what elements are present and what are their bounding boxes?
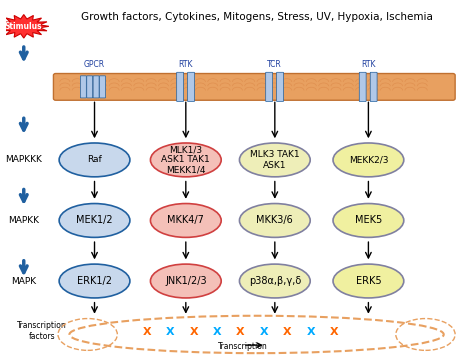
FancyBboxPatch shape <box>54 74 455 100</box>
Polygon shape <box>0 15 49 38</box>
Ellipse shape <box>59 264 130 298</box>
Text: X: X <box>307 327 315 337</box>
Text: p38α,β,γ,δ: p38α,β,γ,δ <box>249 276 301 286</box>
Ellipse shape <box>239 143 310 177</box>
Text: MEK5: MEK5 <box>355 215 382 225</box>
Ellipse shape <box>333 264 404 298</box>
FancyBboxPatch shape <box>266 72 273 102</box>
Ellipse shape <box>150 204 221 237</box>
FancyBboxPatch shape <box>100 76 106 98</box>
Text: Transcription: Transcription <box>218 342 268 351</box>
Text: ERK1/2: ERK1/2 <box>77 276 112 286</box>
Text: Growth factors, Cytokines, Mitogens, Stress, UV, Hypoxia, Ischemia: Growth factors, Cytokines, Mitogens, Str… <box>81 12 432 22</box>
FancyBboxPatch shape <box>277 72 283 102</box>
Text: X: X <box>283 327 292 337</box>
Text: MAPK: MAPK <box>11 276 36 285</box>
Ellipse shape <box>239 204 310 237</box>
Text: X: X <box>330 327 338 337</box>
Ellipse shape <box>239 264 310 298</box>
FancyBboxPatch shape <box>177 72 183 102</box>
Ellipse shape <box>59 143 130 177</box>
Text: Transcription
factors: Transcription factors <box>17 321 67 341</box>
FancyBboxPatch shape <box>93 76 99 98</box>
Text: X: X <box>166 327 175 337</box>
Text: MEK1/2: MEK1/2 <box>76 215 113 225</box>
Ellipse shape <box>150 264 221 298</box>
Text: ERK5: ERK5 <box>356 276 381 286</box>
Text: MAPKK: MAPKK <box>8 216 39 225</box>
Text: RTK: RTK <box>361 60 376 69</box>
Text: MKK3/6: MKK3/6 <box>256 215 293 225</box>
Text: Stimulus: Stimulus <box>5 22 43 31</box>
Ellipse shape <box>69 316 444 353</box>
Text: X: X <box>213 327 221 337</box>
Ellipse shape <box>333 143 404 177</box>
Text: X: X <box>143 327 151 337</box>
Ellipse shape <box>59 204 130 237</box>
FancyBboxPatch shape <box>87 76 93 98</box>
Text: X: X <box>260 327 268 337</box>
FancyBboxPatch shape <box>81 76 86 98</box>
Text: Raf: Raf <box>87 155 102 164</box>
Ellipse shape <box>333 204 404 237</box>
Text: MEKK2/3: MEKK2/3 <box>349 155 388 164</box>
Text: JNK1/2/3: JNK1/2/3 <box>165 276 207 286</box>
Text: MKK4/7: MKK4/7 <box>167 215 204 225</box>
FancyBboxPatch shape <box>188 72 194 102</box>
Text: MLK1/3
ASK1 TAK1
MEKK1/4: MLK1/3 ASK1 TAK1 MEKK1/4 <box>162 145 210 175</box>
Text: RTK: RTK <box>179 60 193 69</box>
Ellipse shape <box>150 143 221 177</box>
Text: X: X <box>236 327 245 337</box>
FancyBboxPatch shape <box>359 72 366 102</box>
Text: MAPKKK: MAPKKK <box>5 155 42 164</box>
FancyBboxPatch shape <box>370 72 377 102</box>
Text: TCR: TCR <box>267 60 282 69</box>
Text: GPCR: GPCR <box>84 60 105 69</box>
Text: MLK3 TAK1
ASK1: MLK3 TAK1 ASK1 <box>250 150 300 169</box>
Text: X: X <box>190 327 198 337</box>
